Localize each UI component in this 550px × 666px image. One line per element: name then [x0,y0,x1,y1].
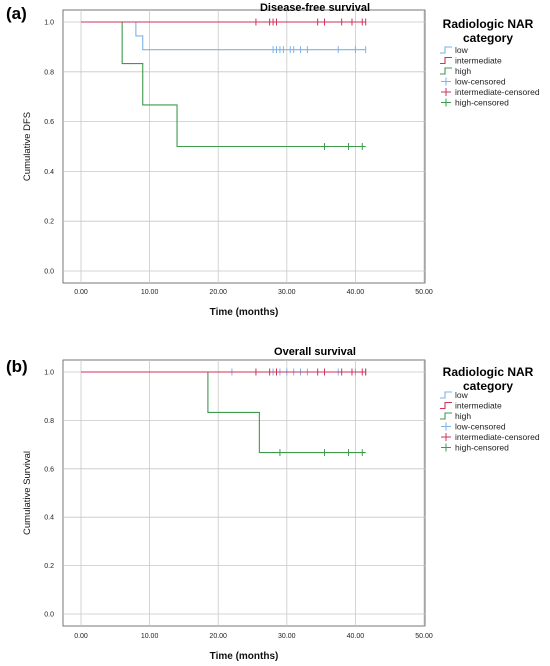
legend-item: low [440,45,469,55]
legend-item: low-censored [441,77,506,87]
x-tick-label: 40.00 [347,289,365,296]
x-tick-label: 50.00 [415,633,433,640]
y-tick-label: 0.4 [44,515,54,522]
x-tick-label: 20.00 [209,633,227,640]
y-tick-label: 0.0 [44,269,54,276]
panel-label: (a) [6,4,27,23]
legend-swatch [440,401,452,410]
panel-overall-survival: 0.00 10.00 20.00 30.00 40.00 50.00 0.0 0.2 0.4 0.… [0,333,550,666]
legend-label: high [455,411,471,421]
legend-label: high-censored [455,443,509,453]
legend-title: Radiologic NAR category [428,17,548,45]
panel-label: (b) [6,357,28,376]
legend-title-line2: category [462,379,514,393]
y-axis-title: Cumulative DFS [22,112,33,181]
x-axis-title: Time (months) [210,307,279,318]
legend-label: low [455,390,469,400]
x-tick-label: 30.00 [278,289,296,296]
legend-item: low-censored [441,422,506,432]
legend-title: Radiologic NAR category [428,365,548,393]
legend-item: high [440,66,471,76]
y-tick-label: 1.0 [44,370,54,377]
y-axis-title: Cumulative Survival [22,451,33,535]
legend-item: intermediate-censored [441,87,540,97]
legend-item: intermediate [440,56,502,66]
legend-swatch [440,67,452,75]
legend-item: high-censored [441,98,509,108]
y-tick-label: 0.2 [44,219,54,226]
legend-label: intermediate-censored [455,432,540,442]
y-tick-label: 0.8 [44,69,54,76]
chart-dfs: 0.00 10.00 20.00 30.00 40.00 50.00 0.0 0.2 0.4 0.… [22,9,540,318]
legend-label: intermediate [455,56,502,66]
legend-swatch [440,412,452,420]
legend-label: low-censored [455,422,506,432]
legend-title-line1: Radiologic NAR [442,17,534,31]
y-tick-label: 0.6 [44,466,54,473]
y-tick-label: 0.4 [44,169,54,176]
plot-area [62,359,426,627]
legend-label: low [455,45,469,55]
x-tick-label: 0.00 [74,633,88,640]
x-tick-label: 50.00 [415,289,433,296]
x-tick-label: 30.00 [278,633,296,640]
chart-title: Disease-free survival [259,2,371,14]
x-tick-label: 40.00 [347,633,365,640]
y-tick-label: 0.8 [44,418,54,425]
x-tick-label: 20.00 [209,289,227,296]
panel-disease-free-survival: 0.00 10.00 20.00 30.00 40.00 50.00 0.0 0.2 0.4 0.… [6,2,548,318]
legend-item: high-censored [441,443,509,453]
legend-swatch [440,46,452,54]
legend-swatch [440,391,452,399]
legend-label: high-censored [455,98,509,108]
legend-title-line2: category [462,31,514,45]
chart-os: 0.00 10.00 20.00 30.00 40.00 50.00 0.0 0.2 0.4 0.… [22,359,540,662]
x-tick-label: 10.00 [141,289,159,296]
legend-item: intermediate-censored [441,432,540,442]
series-line-high [81,21,366,148]
legend-item: low [440,390,469,400]
legend-title-line1: Radiologic NAR [442,365,534,379]
legend-label: low-censored [455,77,506,87]
chart-title: Overall survival [274,346,356,358]
legend-label: intermediate-censored [455,87,540,97]
legend-item: high [440,411,471,421]
legend-item: intermediate [440,401,502,411]
x-axis-title: Time (months) [210,651,279,662]
x-tick-label: 0.00 [74,289,88,296]
legend-label: high [455,66,471,76]
y-tick-label: 0.0 [44,612,54,619]
legend-label: intermediate [455,401,502,411]
y-tick-label: 0.2 [44,563,54,570]
legend-swatch [440,56,452,65]
y-tick-label: 0.6 [44,119,54,126]
y-tick-label: 1.0 [44,20,54,27]
x-tick-label: 10.00 [141,633,159,640]
